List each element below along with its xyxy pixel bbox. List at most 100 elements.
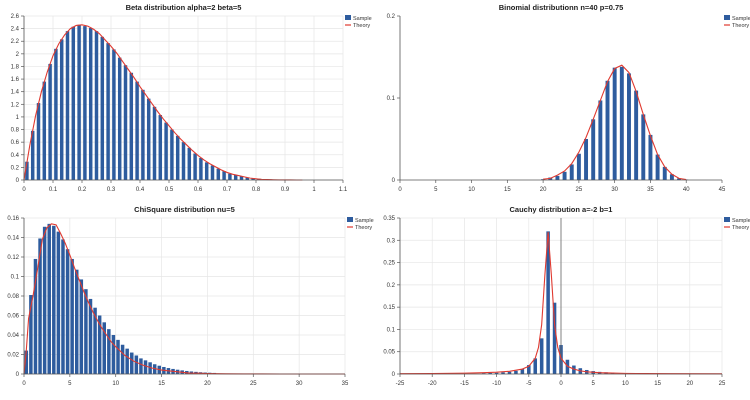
sample-bar [100,36,105,180]
sample-bar [25,161,29,180]
x-tick-label: 30 [611,187,618,193]
sample-bar [555,175,560,180]
sample-bar [488,373,492,374]
sample-bar [36,103,41,180]
sample-bar [38,238,42,374]
sample-bar [152,106,157,180]
sample-bar [584,139,589,180]
x-tick-label: -5 [526,381,532,387]
sample-bar [187,147,192,180]
y-tick-label: 0.12 [7,255,19,261]
chart-title: Binomial distributionn n=40 p=0.75 [499,3,624,12]
y-tick-label: 0.06 [7,314,19,320]
sample-bar [102,322,106,374]
sample-bar [117,57,122,180]
y-tick-label: 0.2 [387,14,396,20]
sample-bar [634,90,639,180]
sample-bar [93,307,97,374]
sample-bar [233,174,238,180]
y-tick-label: 1.6 [11,77,20,83]
sample-bar [52,225,56,374]
x-tick-label: 10 [622,381,629,387]
sample-bar [125,348,129,374]
theory-curve [399,232,723,375]
y-tick-label: 0 [16,178,20,184]
sample-bar [74,269,79,374]
x-tick-label: 25 [250,381,257,387]
sample-bar [641,114,646,180]
sample-bar [111,335,116,374]
sample-bar [552,302,557,374]
sample-bar [239,176,244,180]
sample-bar [130,352,134,374]
x-tick-label: 15 [504,187,511,193]
y-tick-label: 0 [392,178,396,184]
sample-bar [245,177,250,180]
legend-sample-swatch [345,15,351,20]
x-tick-label: 0.3 [107,187,116,193]
sample-bar [134,355,139,374]
sample-bar [481,373,486,374]
theory-curve [543,64,687,181]
sample-bar [164,122,168,180]
y-tick-label: 0.1 [387,327,396,333]
sample-bar [598,100,603,180]
y-tick-label: 0.25 [383,261,395,267]
sample-bar [88,27,93,180]
chart-2: 0 5 10 15 20 25 30 35 40 45 0 0.1 0.2 Binomial distri… [387,3,750,193]
y-tick-label: 0.2 [11,165,20,171]
x-tick-label: 20 [540,187,547,193]
x-tick-label: 0.5 [165,187,174,193]
chart-title: ChiSquare distribution nu=5 [134,205,235,214]
legend-sample-label: Sample [353,16,372,22]
sample-bar [222,171,226,180]
y-tick-label: 2.2 [11,39,20,45]
y-tick-label: 2 [16,52,20,58]
x-tick-label: 0.1 [49,187,58,193]
x-tick-label: 1.1 [339,187,348,193]
sample-bar [47,223,51,374]
x-tick-label: 5 [434,187,438,193]
sample-bar [94,31,99,181]
y-tick-label: 0.3 [387,238,396,244]
chart-1: 0 0.1 0.2 0.3 0.4 0.5 0.6 0.7 0.8 0.9 1 1.1 0 0.2 0.4 0… [11,3,372,193]
sample-bar [210,165,215,180]
x-tick-label: 35 [342,381,349,387]
x-tick-label: 15 [654,381,661,387]
y-tick-label: 0 [16,372,20,378]
legend-theory-label: Theory [732,23,749,29]
sample-bar [541,179,546,180]
sample-bar [56,231,61,374]
x-tick-label: 0.9 [281,187,290,193]
sample-bar [139,358,143,374]
sample-bar [193,153,197,180]
y-tick-label: 0.1 [387,96,396,102]
sample-bar [70,258,74,374]
chart-4: -25 -20 -15 -10 -5 0 5 10 15 20 25 0 0.05 0.1 0.15 0.2 0… [383,205,750,387]
sample-bar [520,369,525,374]
y-tick-label: 1 [16,115,20,121]
y-tick-label: 0.08 [7,294,19,300]
x-tick-label: 20 [686,381,693,387]
y-tick-label: 0.16 [7,216,19,222]
x-tick-label: -10 [492,381,501,387]
y-tick-label: 0.04 [7,333,19,339]
sample-bar [33,258,38,374]
sample-bar [565,359,570,374]
x-tick-label: 0.4 [136,187,145,193]
y-tick-label: 0.15 [383,305,395,311]
sample-bar [669,174,674,180]
sample-bar [251,178,255,180]
legend-sample-swatch [724,15,730,20]
legend-sample-label: Sample [355,218,374,224]
x-tick-label: -20 [428,381,437,387]
x-tick-label: 25 [576,187,583,193]
y-tick-label: 2.4 [11,27,20,33]
x-tick-label: 0 [22,187,26,193]
x-tick-label: 30 [296,381,303,387]
sample-bar [42,81,47,180]
sample-bar [123,65,128,180]
sample-bar [612,67,617,180]
x-tick-label: 0 [398,187,402,193]
sample-bar [648,134,653,180]
